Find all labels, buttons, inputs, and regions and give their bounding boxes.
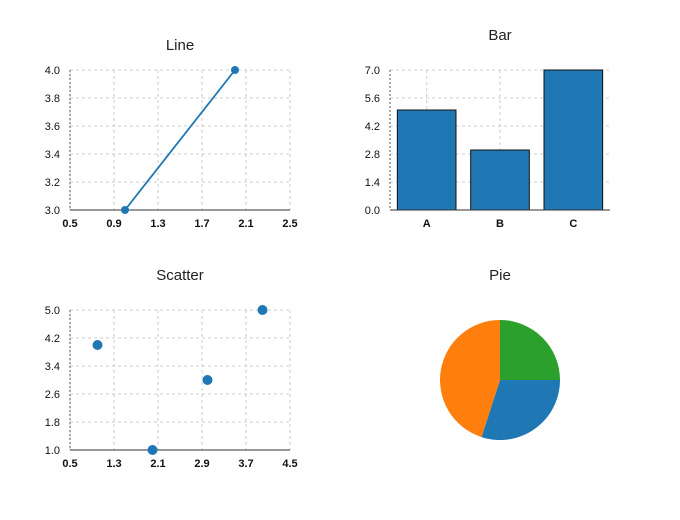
line-y-tick-label: 3.6: [45, 121, 60, 133]
bar-x-tick-label: A: [423, 218, 431, 230]
line-chart: Line 0.5 0.9 1.3 1.7 2.1 2.5 3.0 3.2 3.4 3.6 3.8 4.…: [45, 37, 298, 230]
line-x-tick-label: 0.9: [106, 218, 121, 230]
bar-x-tick-label: B: [496, 218, 504, 230]
scatter-x-tick-label: 3.7: [238, 458, 253, 470]
pie-chart-title: Pie: [489, 267, 511, 284]
line-x-tick-label: 1.3: [150, 218, 165, 230]
bar-y-tick-label: 0.0: [365, 205, 380, 217]
bar-B: [470, 149, 530, 211]
scatter-x-tick-label: 2.1: [150, 458, 165, 470]
scatter-x-tick-label: 1.3: [106, 458, 121, 470]
scatter-point: [257, 305, 268, 315]
pie-slice: [440, 320, 500, 438]
bar-x-tick-label: C: [569, 218, 577, 230]
line-y-tick-label: 3.8: [45, 93, 60, 105]
line-y-tick-label: 3.0: [45, 205, 60, 217]
scatter-x-tick-label: 0.5: [62, 458, 77, 470]
bar-chart-title: Bar: [488, 27, 511, 44]
scatter-y-tick-label: 5.0: [45, 305, 60, 317]
line-point: [231, 66, 239, 74]
line-series: [124, 69, 236, 211]
bar-A: [396, 109, 457, 211]
scatter-chart-title: Scatter: [156, 267, 204, 284]
line-x-tick-label: 0.5: [62, 218, 77, 230]
line-y-tick-label: 3.4: [45, 149, 60, 161]
scatter-y-tick-label: 3.4: [45, 361, 60, 373]
line-y-tick-label: 4.0: [45, 65, 60, 77]
scatter-point: [147, 445, 158, 455]
bar-y-tick-label: 4.2: [365, 121, 380, 133]
scatter-point: [202, 375, 213, 385]
bar-y-tick-label: 7.0: [365, 65, 380, 77]
line-x-tick-label: 2.1: [238, 218, 253, 230]
scatter-y-tick-label: 4.2: [45, 333, 60, 345]
line-point: [121, 206, 129, 214]
line-x-tick-label: 1.7: [194, 218, 209, 230]
bar-C: [543, 69, 604, 211]
pie-slice: [500, 320, 560, 380]
scatter-y-tick-label: 1.0: [45, 445, 60, 457]
scatter-y-tick-label: 1.8: [45, 417, 60, 429]
scatter-point: [92, 340, 103, 350]
pie-slice: [481, 380, 560, 440]
line-x-tick-label: 2.5: [282, 218, 297, 230]
line-y-tick-label: 3.2: [45, 177, 60, 189]
bar-y-tick-label: 1.4: [365, 177, 380, 189]
bar-y-tick-label: 2.8: [365, 149, 380, 161]
scatter-x-tick-label: 4.5: [282, 458, 297, 470]
line-chart-title: Line: [166, 37, 194, 54]
pie-chart: Pie: [440, 267, 560, 440]
scatter-chart: Scatter 0.5 1.3 2.1 2.9 3.7 4.5 1.0 1.8 2.6 3.4 4.…: [45, 267, 298, 470]
bar-chart: Bar 0.0 1.4 2.8 4.2 5.6 7.0 A B C: [365, 27, 610, 230]
bar-y-tick-label: 5.6: [365, 93, 380, 105]
scatter-y-tick-label: 2.6: [45, 389, 60, 401]
scatter-x-tick-label: 2.9: [194, 458, 209, 470]
